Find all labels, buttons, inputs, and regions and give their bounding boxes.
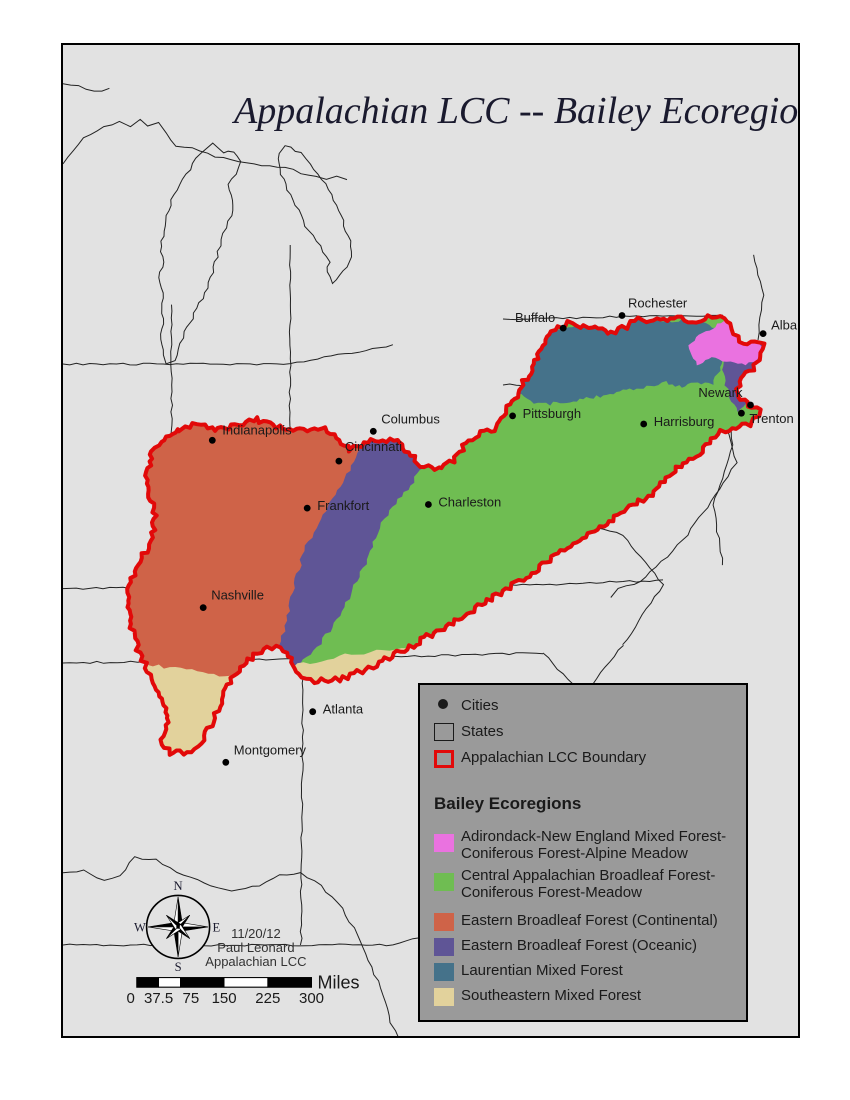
- svg-text:Indianapolis: Indianapolis: [222, 422, 292, 437]
- svg-text:Paul Leonard: Paul Leonard: [217, 940, 294, 955]
- svg-text:Appalachian LCC: Appalachian LCC: [205, 954, 306, 969]
- svg-text:N: N: [174, 879, 183, 893]
- svg-text:300: 300: [299, 990, 324, 1007]
- svg-text:37.5: 37.5: [144, 990, 173, 1007]
- svg-text:11/20/12: 11/20/12: [231, 926, 281, 941]
- svg-text:Frankfort: Frankfort: [317, 498, 369, 513]
- svg-text:0: 0: [126, 990, 134, 1007]
- svg-text:75: 75: [183, 990, 200, 1007]
- svg-text:Charleston: Charleston: [438, 495, 501, 510]
- svg-text:W: W: [134, 920, 146, 934]
- svg-text:Miles: Miles: [318, 972, 360, 992]
- svg-text:E: E: [212, 920, 220, 934]
- svg-text:Harrisburg: Harrisburg: [654, 414, 715, 429]
- svg-text:S: S: [175, 960, 182, 974]
- svg-text:Albany: Albany: [771, 318, 800, 333]
- svg-text:Atlanta: Atlanta: [323, 702, 364, 717]
- svg-text:Cincinnati: Cincinnati: [345, 439, 402, 454]
- svg-text:Columbus: Columbus: [381, 411, 440, 426]
- svg-text:150: 150: [212, 990, 237, 1007]
- svg-text:Pittsburgh: Pittsburgh: [523, 406, 582, 421]
- svg-text:Montgomery: Montgomery: [234, 742, 307, 757]
- svg-text:Nashville: Nashville: [211, 588, 264, 603]
- svg-text:Newark: Newark: [698, 385, 743, 400]
- svg-text:225: 225: [255, 990, 280, 1007]
- svg-text:Buffalo: Buffalo: [515, 310, 555, 325]
- svg-text:Rochester: Rochester: [628, 296, 688, 311]
- svg-text:Trenton: Trenton: [749, 411, 793, 426]
